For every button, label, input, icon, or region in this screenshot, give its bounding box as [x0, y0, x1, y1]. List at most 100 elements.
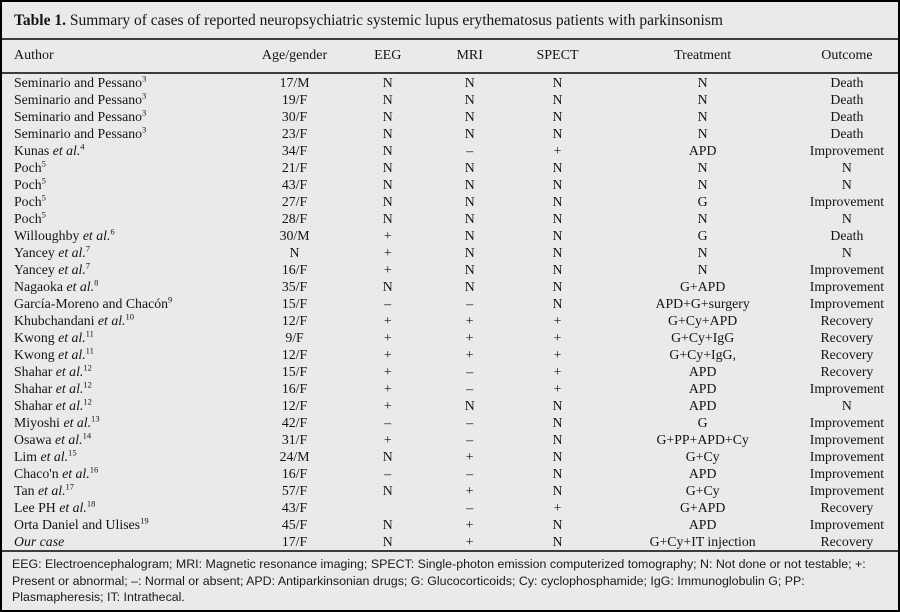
data-cell: –	[466, 296, 474, 311]
data-cell: 24/M	[279, 449, 310, 464]
data-cell: Improvement	[809, 466, 885, 481]
author-cell: Nagaoka et al.8	[14, 278, 99, 294]
data-cell: N	[697, 126, 708, 141]
data-cell: +	[383, 313, 392, 328]
table-row: García-Moreno and Chacón9 15/F – – N APD+G+su…	[2, 295, 898, 312]
data-cell: 45/F	[281, 517, 308, 532]
data-cell: Death	[830, 92, 864, 107]
caption-divider	[2, 38, 898, 40]
data-cell: Improvement	[809, 415, 885, 430]
data-cell: 43/F	[281, 177, 308, 192]
data-cell: 16/F	[281, 381, 308, 396]
data-cell: 30/M	[279, 228, 310, 243]
reference-superscript: 19	[140, 516, 149, 526]
data-cell: +	[383, 245, 392, 260]
data-cell: N	[697, 177, 708, 192]
data-cell: N	[841, 177, 852, 192]
data-cell: Recovery	[820, 534, 874, 549]
data-cell: –	[384, 296, 392, 311]
author-cell: Chaco'n et al.16	[14, 465, 99, 481]
reference-superscript: 4	[80, 142, 85, 152]
data-cell: +	[465, 534, 474, 549]
data-cell: N	[382, 279, 393, 294]
data-cell: 15/F	[281, 364, 308, 379]
reference-superscript: 16	[89, 465, 99, 475]
author-cell: Shahar et al.12	[14, 363, 92, 379]
data-cell: –	[466, 143, 474, 158]
data-cell: 17/F	[281, 534, 308, 549]
data-cell: Death	[830, 75, 864, 90]
data-cell: APD+G+surgery	[655, 296, 750, 311]
table-row: Seminario and Pessano3 19/F N N N N Death	[2, 91, 898, 108]
data-cell: N	[382, 483, 393, 498]
data-cell: G	[697, 228, 708, 243]
data-cell: G+APD	[679, 279, 726, 294]
reference-superscript: 5	[41, 176, 46, 186]
data-cell: 12/F	[281, 347, 308, 362]
data-cell: +	[553, 330, 562, 345]
data-cell: Recovery	[820, 347, 874, 362]
reference-superscript: 5	[41, 193, 46, 203]
data-cell: Improvement	[809, 194, 885, 209]
data-cell: N	[464, 211, 475, 226]
data-cell: Improvement	[809, 279, 885, 294]
data-cell: N	[382, 534, 393, 549]
reference-superscript: 17	[65, 482, 75, 492]
data-cell: +	[465, 517, 474, 532]
data-cell: N	[841, 211, 852, 226]
data-cell: +	[465, 483, 474, 498]
data-cell: N	[382, 517, 393, 532]
data-cell: N	[552, 432, 563, 447]
data-cell: Recovery	[820, 313, 874, 328]
data-cell: 43/F	[281, 500, 308, 515]
data-cell: 9/F	[285, 330, 304, 345]
author-cell: Yancey et al.7	[14, 261, 91, 277]
data-cell: G+Cy+APD	[668, 313, 738, 328]
data-cell: APD	[688, 517, 717, 532]
data-cell: +	[553, 381, 562, 396]
data-cell: +	[383, 381, 392, 396]
data-cell: N	[552, 160, 563, 175]
data-cell: N	[552, 126, 563, 141]
table-title: Summary of cases of reported neuropsychi…	[69, 12, 723, 29]
table-row: Willoughby et al.6 30/M + N N G Death	[2, 227, 898, 244]
data-cell: N	[464, 92, 475, 107]
data-cell: N	[552, 92, 563, 107]
data-cell: G+Cy	[685, 483, 720, 498]
data-cell: N	[289, 245, 300, 260]
table-row: Poch5 43/F N N N N N	[2, 176, 898, 193]
data-cell: G+Cy+IgG,	[669, 347, 736, 362]
table-row: Lee PH et al.18 43/F – + G+APD Recovery	[2, 499, 898, 516]
data-cell: 28/F	[281, 211, 308, 226]
data-cell: –	[466, 500, 474, 515]
data-cell: N	[552, 466, 563, 481]
data-cell: –	[384, 466, 392, 481]
data-cell: N	[382, 177, 393, 192]
author-cell: Shahar et al.12	[14, 397, 92, 413]
data-cell: 23/F	[281, 126, 308, 141]
table-number: Table 1.	[14, 12, 66, 29]
data-cell: Death	[830, 228, 864, 243]
data-cell: 31/F	[281, 432, 308, 447]
data-cell: N	[697, 109, 708, 124]
data-cell: N	[382, 92, 393, 107]
data-cell: G+Cy	[685, 449, 720, 464]
data-cell: 21/F	[281, 160, 308, 175]
data-cell: Death	[830, 109, 864, 124]
author-cell: Orta Daniel and Ulises19	[14, 516, 149, 532]
data-cell: +	[383, 330, 392, 345]
author-cell: Lim et al.15	[14, 448, 77, 464]
author-cell: Kwong et al.11	[14, 346, 94, 362]
data-cell: 17/M	[279, 75, 310, 90]
data-cell: Recovery	[820, 364, 874, 379]
data-cell: +	[465, 449, 474, 464]
data-cell: N	[552, 228, 563, 243]
table-row: Osawa et al.14 31/F + – N G+PP+APD+Cy Improvem…	[2, 431, 898, 448]
data-cell: N	[552, 398, 563, 413]
table-header: Author Age/gender EEG MRI SPECT Treatmen…	[2, 40, 898, 72]
data-cell: Recovery	[820, 500, 874, 515]
author-cell: Miyoshi et al.13	[14, 414, 100, 430]
data-cell: 16/F	[281, 262, 308, 277]
table-row: Seminario and Pessano3 30/F N N N N Death	[2, 108, 898, 125]
